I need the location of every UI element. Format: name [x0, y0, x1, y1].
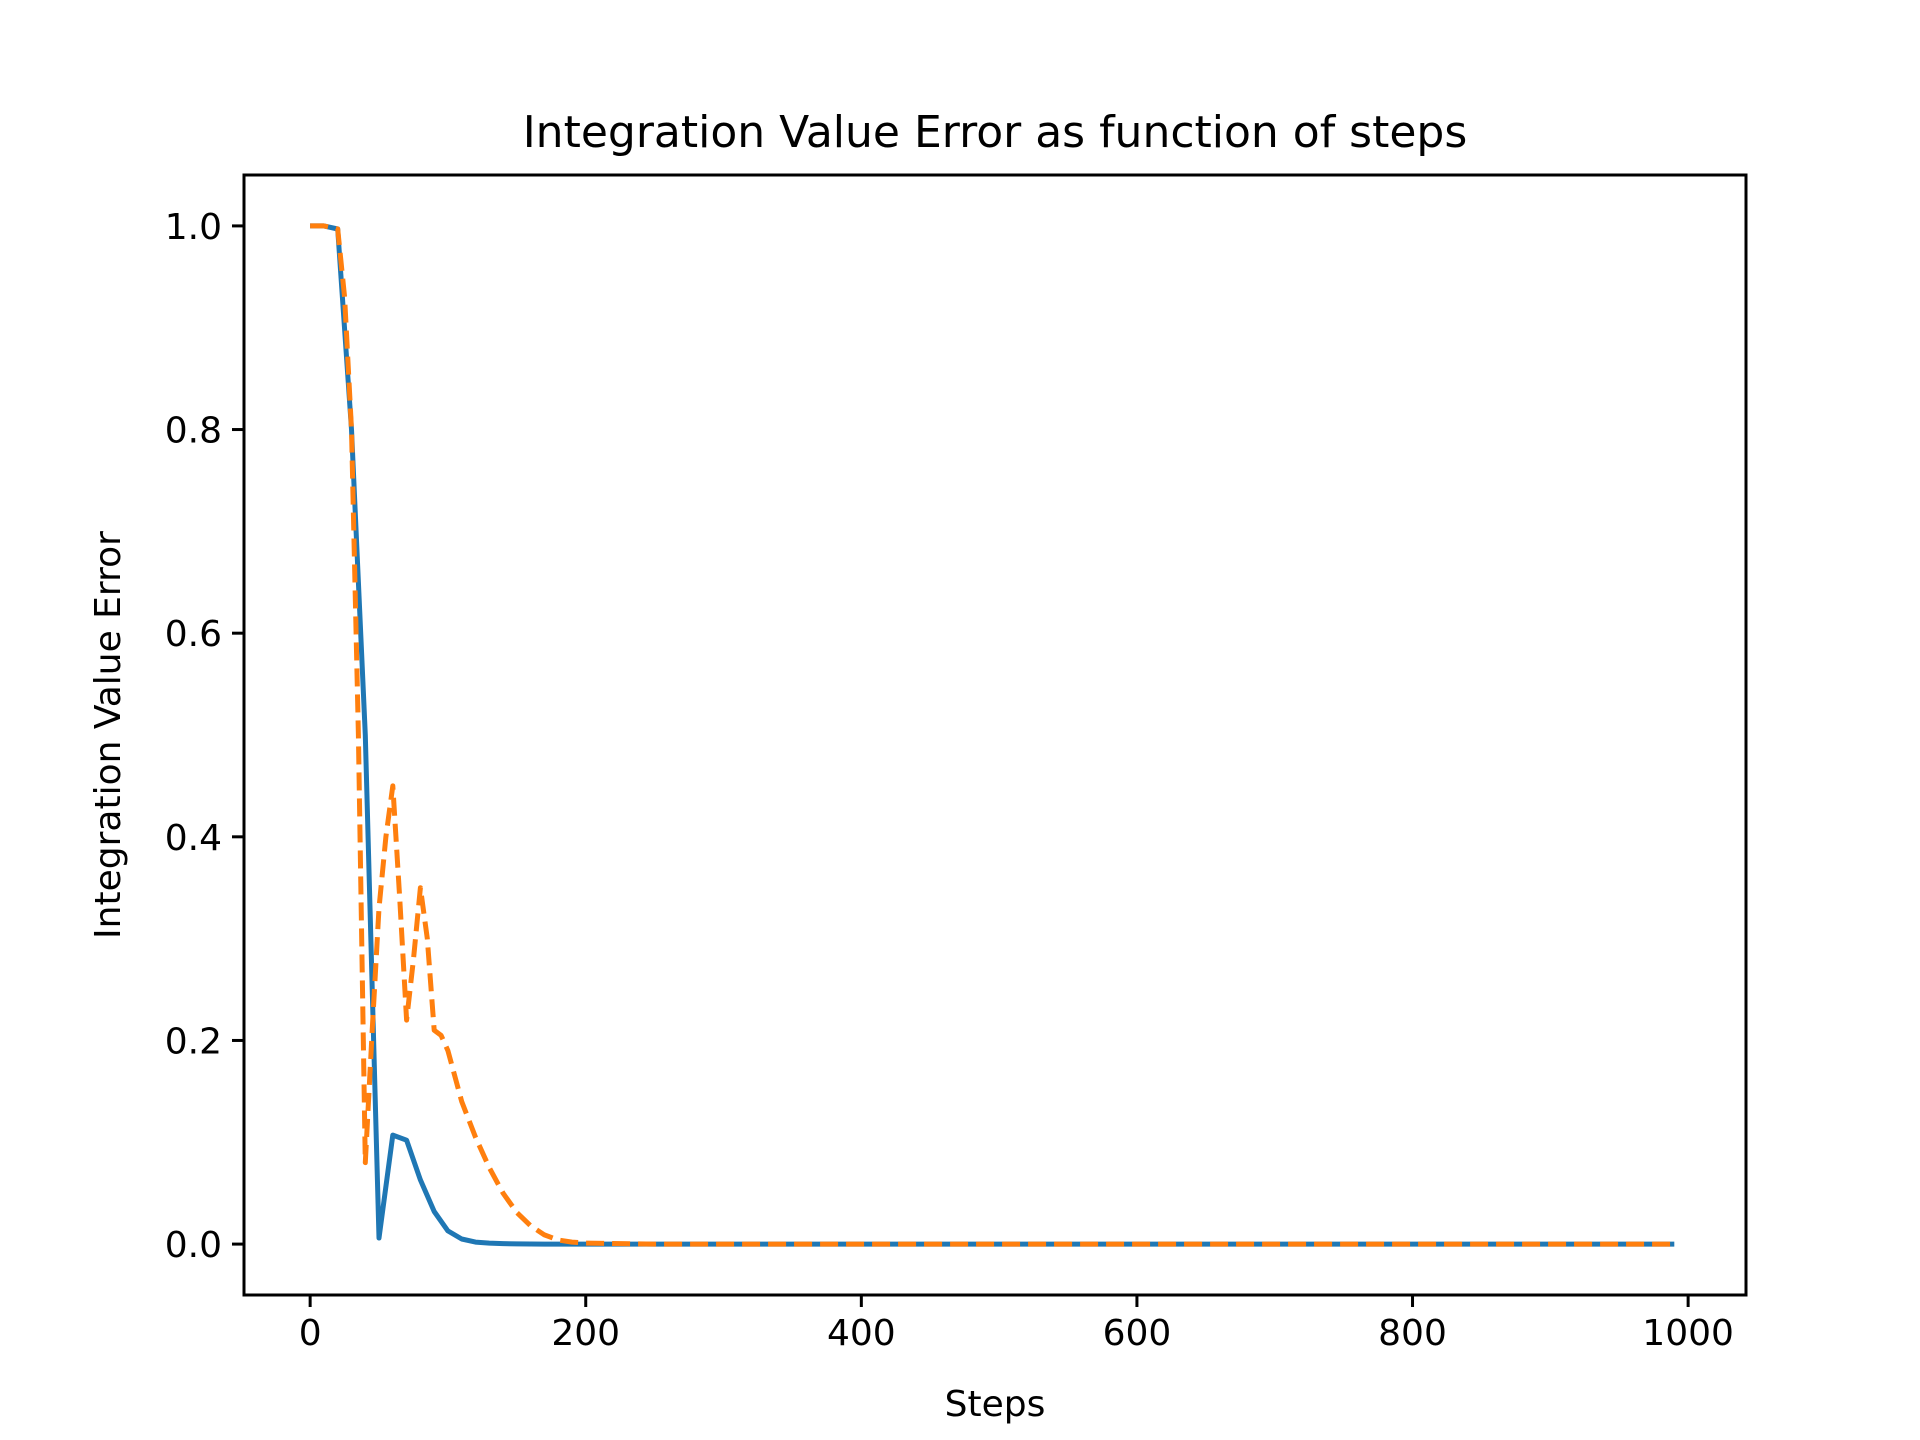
series-line-2	[310, 223, 1675, 1247]
y-tick-label: 0.8	[165, 411, 222, 452]
y-tick-label: 0.2	[165, 1021, 222, 1062]
axes-layer: 0 200 400 600 800 1000 0.0 0.2 0.4 0.6 0.8 1.0	[165, 173, 1748, 1354]
x-tick-label: 0	[299, 1313, 322, 1354]
x-tick-label: 200	[551, 1313, 620, 1354]
x-tick-label: 800	[1378, 1313, 1447, 1354]
y-tick-label: 0.0	[165, 1225, 222, 1266]
y-axis-label: Integration Value Error	[88, 531, 129, 939]
series-layer	[310, 223, 1675, 1247]
x-tick-label: 400	[827, 1313, 896, 1354]
x-tick-label: 1000	[1642, 1313, 1734, 1354]
x-tick-label: 600	[1103, 1313, 1172, 1354]
y-tick-label: 1.0	[165, 207, 222, 248]
x-axis-label: Steps	[945, 1384, 1046, 1425]
chart-title: Integration Value Error as function of s…	[523, 107, 1468, 158]
y-tick-label: 0.6	[165, 614, 222, 655]
y-tick-label: 0.4	[165, 818, 222, 859]
axes-frame	[242, 173, 1748, 1297]
